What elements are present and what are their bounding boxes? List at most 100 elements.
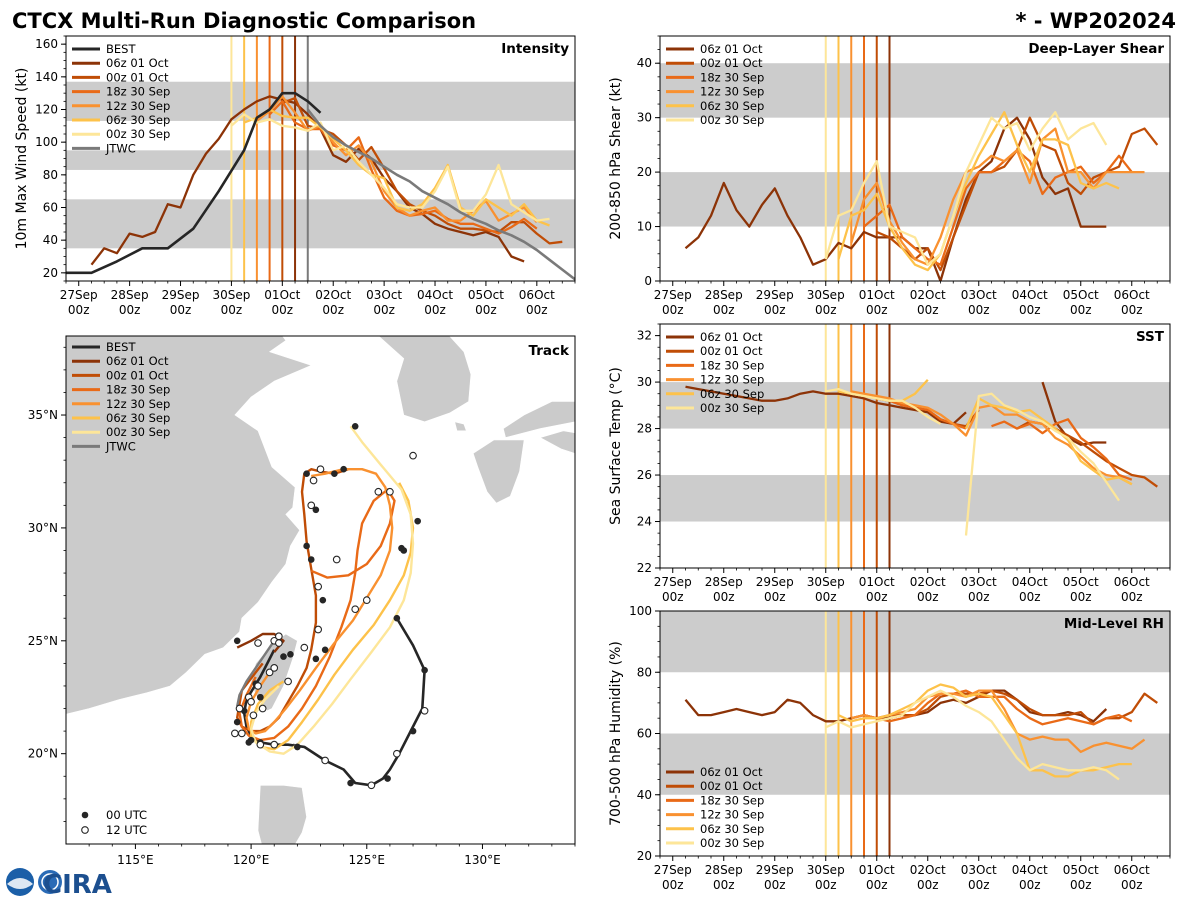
track-marker-12utc [275, 639, 283, 647]
series-line-00z-30-sep [230, 113, 550, 222]
y-tick-label: 24 [637, 515, 652, 529]
x-tick-hour: 00z [322, 303, 344, 317]
legend-label: 12z 30 Sep [106, 99, 170, 113]
legend-label: BEST [106, 42, 136, 56]
y-axis-label: 200-850 hPa Shear (kt) [608, 77, 624, 239]
panel-title: Track [529, 343, 570, 359]
track-marker-00utc [384, 775, 391, 782]
series-line-06z-01-oct [90, 95, 525, 266]
figure-title: CTCX Multi-Run Diagnostic Comparison [12, 9, 476, 33]
x-tick-hour: 00z [713, 878, 735, 892]
track-marker-00utc [233, 718, 241, 726]
x-tick-date: 28Sep [705, 863, 743, 877]
track-marker-12utc [367, 781, 376, 790]
y-tick-label: 60 [43, 201, 58, 215]
track-marker-00utc [312, 655, 320, 663]
x-tick-date: 03Oct [961, 288, 997, 302]
y-tick-label: 40 [43, 233, 58, 247]
x-tick-hour: 00z [1070, 303, 1092, 317]
legend-label: JTWC [105, 439, 136, 453]
y-tick-label: 20 [637, 165, 652, 179]
x-tick-hour: 00z [866, 878, 888, 892]
x-tick-hour: 00z [170, 303, 192, 317]
x-tick-hour: 00z [221, 303, 243, 317]
x-tick-date: 29Sep [756, 288, 794, 302]
track-marker-12utc [275, 632, 283, 641]
track-marker-12utc [247, 697, 255, 706]
x-tick-date: 28Sep [705, 288, 743, 302]
legend-label: 00z 30 Sep [700, 836, 764, 850]
x-tick-date: 04Oct [417, 288, 453, 302]
shaded-band [660, 611, 1170, 673]
x-tick-date: 01Oct [859, 863, 895, 877]
track-marker-12utc [307, 501, 316, 510]
legend-label: JTWC [105, 141, 136, 155]
panel-title: Intensity [501, 41, 569, 57]
track-marker-00utc [414, 517, 421, 525]
y-axis-label: 10m Max Wind Speed (kt) [14, 68, 30, 250]
x-tick-hour: 00z [662, 878, 684, 892]
x-tick-hour: 00z [968, 878, 990, 892]
x-tick-hour: 00z [917, 590, 939, 604]
series-line-jtwc [306, 108, 575, 281]
legend-label: 06z 01 Oct [700, 765, 763, 779]
series-line-00z-30-sep [825, 689, 1120, 781]
x-tick-hour: 00z [866, 303, 888, 317]
track-marker-12utc [420, 706, 429, 715]
series-line-12z-30-sep [850, 127, 1145, 266]
x-tick-hour: 00z [968, 590, 990, 604]
y-tick-label: 26 [637, 468, 652, 482]
x-tick-hour: 00z [1019, 878, 1041, 892]
legend-label: 00z 01 Oct [700, 779, 763, 793]
x-tick-hour: 00z [373, 303, 395, 317]
track-marker-12utc [231, 729, 239, 738]
x-tick-hour: 00z [1121, 878, 1143, 892]
x-tick-hour: 00z [1019, 303, 1041, 317]
track-marker-12utc [316, 465, 325, 474]
track-marker-12utc [386, 487, 394, 496]
x-tick-date: 05Oct [1063, 863, 1099, 877]
legend-label: 12z 30 Sep [106, 397, 170, 411]
storm-id: * - WP202024 [1015, 9, 1176, 33]
x-tick-label: 115°E [117, 853, 154, 867]
track-marker-00utc [321, 646, 329, 654]
legend-label: 12 UTC [106, 823, 147, 837]
panel-title: Deep-Layer Shear [1028, 41, 1164, 57]
track-marker-12utc [321, 756, 329, 765]
x-tick-date: 27Sep [654, 288, 692, 302]
y-tick-label: 140 [35, 70, 58, 84]
x-tick-date: 03Oct [366, 288, 402, 302]
track-line-jtwc [236, 640, 276, 707]
track-marker-00utc [280, 653, 287, 660]
track-marker-00utc [347, 779, 354, 787]
legend-label: 18z 30 Sep [106, 383, 170, 397]
y-tick-label: 40 [637, 56, 652, 70]
x-tick-date: 02Oct [910, 575, 946, 589]
x-tick-hour: 00z [1070, 590, 1092, 604]
track-marker-12utc [351, 605, 360, 614]
track-panel: 115°E 120°E 125°E 130°E 20°N 25°N 30°N 35°N Trac… [28, 335, 576, 867]
panel-title: Mid-Level RH [1064, 616, 1164, 632]
x-tick-date: 29Sep [162, 288, 200, 302]
y-tick-label: 100 [629, 604, 652, 618]
track-marker-12utc [270, 664, 279, 672]
x-tick-hour: 00z [764, 303, 786, 317]
track-marker-00utc [257, 693, 264, 701]
track-marker-12utc [314, 625, 323, 634]
legend-label: 00 UTC [106, 808, 147, 822]
legend-label: BEST [106, 340, 136, 354]
x-tick-date: 05Oct [1063, 288, 1099, 302]
x-tick-hour: 00z [662, 303, 684, 317]
series-group [66, 91, 575, 281]
track-marker-12utc [258, 704, 267, 713]
x-tick-hour: 00z [713, 303, 735, 317]
series-line-00z-01-oct [876, 689, 1158, 726]
land-luzon [257, 785, 307, 844]
panel-title: SST [1136, 329, 1165, 345]
x-tick-date: 05Oct [468, 288, 504, 302]
track-marker-12utc [237, 729, 246, 738]
x-tick-hour: 00z [119, 303, 141, 317]
